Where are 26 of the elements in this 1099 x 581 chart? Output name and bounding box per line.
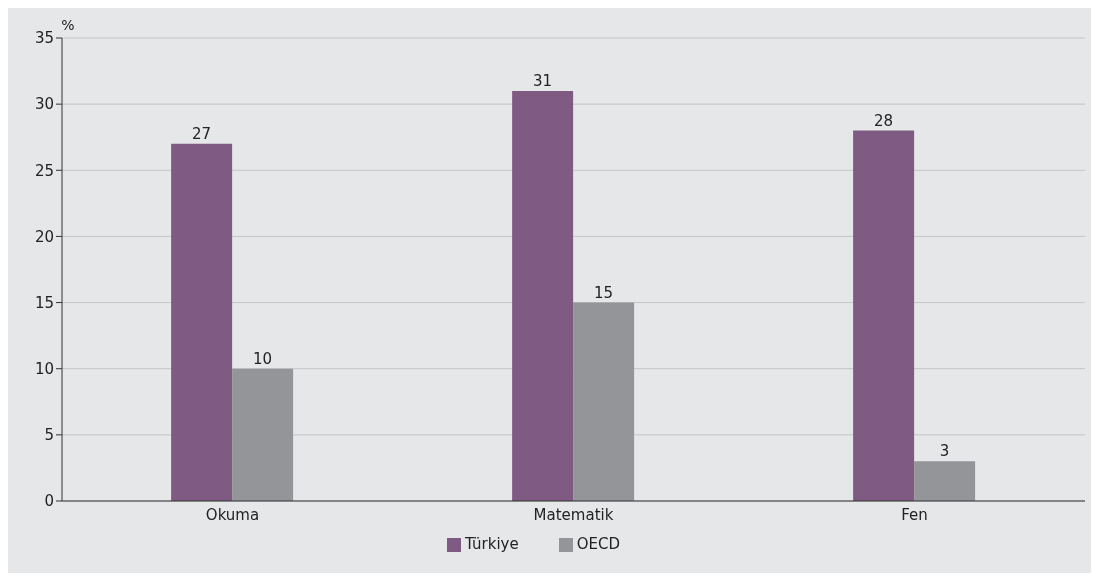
y-tick-label: 20: [34, 227, 54, 246]
y-tick-label: 10: [34, 360, 54, 379]
y-tick-label: 30: [34, 95, 54, 114]
y-tick-label: 25: [34, 161, 54, 180]
bar: [232, 368, 294, 501]
legend-label: OECD: [576, 535, 621, 553]
x-tick-label: Matematik: [533, 505, 614, 524]
data-label: 10: [253, 349, 273, 368]
y-tick-label: 15: [34, 293, 54, 312]
y-axis-title: %: [61, 17, 75, 33]
legend-label: Türkiye: [464, 535, 519, 553]
x-tick-label: Fen: [901, 505, 928, 524]
bar: [171, 143, 233, 501]
y-tick-label: 0: [44, 492, 54, 511]
bar: [853, 130, 915, 501]
data-label: 3: [939, 442, 950, 461]
bar: [512, 90, 574, 501]
data-label: 31: [533, 71, 553, 90]
data-label: 15: [594, 283, 614, 302]
data-label: 28: [874, 111, 894, 130]
bar: [573, 302, 635, 501]
y-tick-label: 5: [44, 426, 54, 445]
x-tick-label: Okuma: [205, 505, 260, 524]
data-label: 27: [192, 124, 212, 143]
y-tick-label: 35: [34, 29, 54, 48]
bar: [914, 461, 976, 501]
